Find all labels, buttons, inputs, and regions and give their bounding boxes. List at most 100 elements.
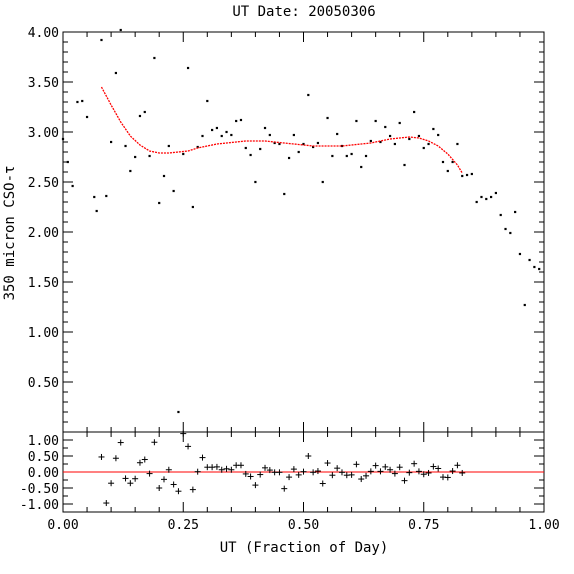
data-point	[287, 156, 291, 160]
data-point	[235, 119, 238, 123]
residual-point	[194, 468, 201, 475]
residual-y-tick-label: 0.50	[28, 450, 59, 465]
fit-curve	[100, 86, 463, 174]
residual-point	[185, 443, 192, 450]
data-point	[538, 267, 541, 271]
data-point	[206, 99, 209, 103]
data-point	[494, 191, 497, 195]
residual-point	[141, 456, 148, 463]
tau-data-points	[61, 28, 541, 414]
data-point	[393, 142, 396, 146]
residual-point	[132, 475, 139, 482]
main-y-tick-label: 0.50	[28, 376, 59, 391]
data-point	[336, 132, 339, 136]
data-point	[446, 169, 449, 173]
data-point	[215, 126, 219, 130]
data-point	[230, 133, 233, 137]
data-point	[523, 303, 526, 307]
data-point	[129, 169, 132, 173]
x-tick-label: 0.25	[168, 518, 199, 533]
residual-point	[213, 463, 220, 470]
data-point	[153, 56, 156, 60]
residual-y-tick-label: -0.50	[20, 482, 59, 497]
data-point	[417, 134, 421, 138]
residual-point	[367, 468, 374, 475]
main-axis-ticks	[62, 31, 545, 432]
data-point	[273, 141, 276, 145]
data-point	[422, 146, 425, 150]
main-y-tick-labels: 0.50 1.00 1.50 2.00 2.50 3.00 3.50 4.00	[28, 26, 59, 391]
residual-point	[305, 453, 312, 459]
data-point	[211, 128, 214, 132]
data-point	[225, 130, 228, 134]
residual-point	[401, 477, 408, 484]
residual-point	[415, 468, 422, 475]
residual-point	[334, 465, 341, 472]
data-point	[292, 133, 295, 137]
data-point	[278, 142, 281, 146]
residual-point	[449, 468, 456, 475]
data-point	[480, 195, 483, 199]
residual-point	[358, 476, 365, 483]
data-point	[100, 38, 103, 42]
data-point	[114, 71, 118, 75]
residual-point	[310, 469, 317, 476]
data-point	[489, 195, 493, 199]
residual-point	[387, 466, 394, 473]
residual-point	[262, 464, 269, 471]
residual-point	[266, 467, 273, 474]
residual-point	[218, 466, 225, 473]
data-point	[321, 180, 324, 184]
data-point	[437, 133, 440, 137]
residual-point	[372, 462, 379, 469]
data-point	[76, 100, 79, 104]
residual-point	[295, 471, 302, 478]
data-point	[312, 145, 315, 149]
data-point	[186, 66, 190, 70]
residual-y-tick-label: -1.00	[20, 498, 59, 513]
x-tick-label: 0.00	[47, 518, 78, 533]
x-tick-labels: 0.00 0.25 0.50 0.75 1.00	[47, 518, 559, 533]
residual-point	[199, 454, 206, 461]
data-point	[138, 114, 142, 118]
data-point	[350, 152, 353, 156]
data-point	[398, 121, 401, 125]
data-point	[427, 142, 430, 146]
main-y-tick-label: 1.00	[28, 326, 59, 341]
residual-point	[391, 470, 398, 477]
data-point	[461, 174, 464, 178]
y-axis-title: 350 micron CSO-τ	[2, 166, 18, 301]
data-point	[340, 144, 344, 148]
residual-point	[314, 468, 321, 475]
residual-point	[338, 469, 345, 476]
data-point	[504, 227, 507, 231]
data-point	[441, 160, 445, 164]
data-point	[124, 144, 127, 148]
data-point	[201, 134, 204, 138]
residual-point	[146, 470, 153, 477]
main-y-tick-label: 2.00	[28, 226, 59, 241]
data-point	[369, 139, 372, 143]
x-tick-label: 0.50	[288, 518, 319, 533]
data-point	[302, 142, 305, 146]
data-point	[360, 165, 363, 169]
residual-point	[300, 468, 307, 475]
data-point	[263, 126, 267, 130]
residual-point	[435, 465, 442, 472]
x-tick-label: 1.00	[528, 518, 559, 533]
data-point	[388, 134, 392, 138]
residual-point	[151, 439, 158, 446]
data-point	[475, 200, 478, 204]
data-point	[148, 154, 151, 158]
residual-point	[276, 469, 283, 476]
data-point	[485, 197, 488, 201]
data-point	[374, 119, 377, 123]
data-point	[384, 125, 387, 129]
data-point	[533, 265, 536, 269]
residual-point	[454, 462, 461, 469]
data-point	[196, 145, 199, 149]
data-point	[326, 116, 329, 120]
data-point	[85, 115, 89, 119]
residual-point	[363, 472, 370, 479]
